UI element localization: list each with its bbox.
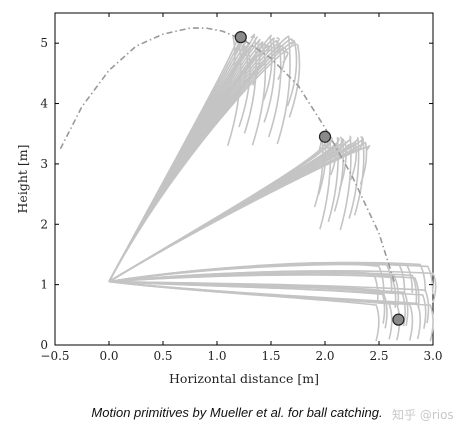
chart: −0.5 0.0 0.5 1.0 1.5 2.0 2.5 3.0 0 1 2 3 4 5 Horizon…: [15, 12, 443, 386]
primitive-curve: [108, 280, 434, 342]
y-tick-label: 0: [40, 338, 48, 352]
primitive-curve: [108, 280, 409, 326]
figure-caption: Motion primitives by Mueller et al. for …: [91, 405, 383, 420]
catch-point-marker: [318, 130, 332, 143]
watermark: 知乎 @rios: [392, 408, 454, 422]
plot-frame: [54, 12, 434, 346]
y-tick-label: 4: [40, 97, 48, 111]
x-tick-label: 2.0: [315, 349, 334, 363]
y-tick-label: 3: [40, 157, 48, 171]
primitive-curve: [108, 43, 301, 282]
ball-trajectory: [59, 27, 396, 285]
catch-point-marker: [234, 31, 247, 44]
y-axis-title: Height [m]: [15, 145, 30, 214]
x-tick-label: 0.0: [99, 349, 118, 363]
primitive-curve: [108, 280, 427, 329]
y-axis: 0 1 2 3 4 5: [40, 36, 433, 352]
primitive-curve: [108, 270, 437, 303]
x-tick-label: −0.5: [40, 349, 69, 363]
x-tick-label: 1.5: [261, 349, 280, 363]
x-tick-label: 1.0: [207, 349, 226, 363]
catch-point-marker: [392, 313, 405, 326]
primitive-curve: [108, 263, 434, 295]
y-tick-label: 1: [40, 278, 48, 292]
x-axis-title: Horizontal distance [m]: [169, 371, 319, 386]
x-axis: −0.5 0.0 0.5 1.0 1.5 2.0 2.5 3.0: [40, 13, 443, 363]
primitive-curve: [108, 145, 371, 283]
catch-points: [234, 31, 405, 326]
x-tick-label: 0.5: [153, 349, 172, 363]
x-tick-label: 3.0: [423, 349, 442, 363]
primitive-curve: [108, 274, 420, 309]
y-tick-label: 2: [40, 217, 48, 231]
x-tick-label: 2.5: [369, 349, 388, 363]
y-tick-label: 5: [40, 36, 48, 50]
